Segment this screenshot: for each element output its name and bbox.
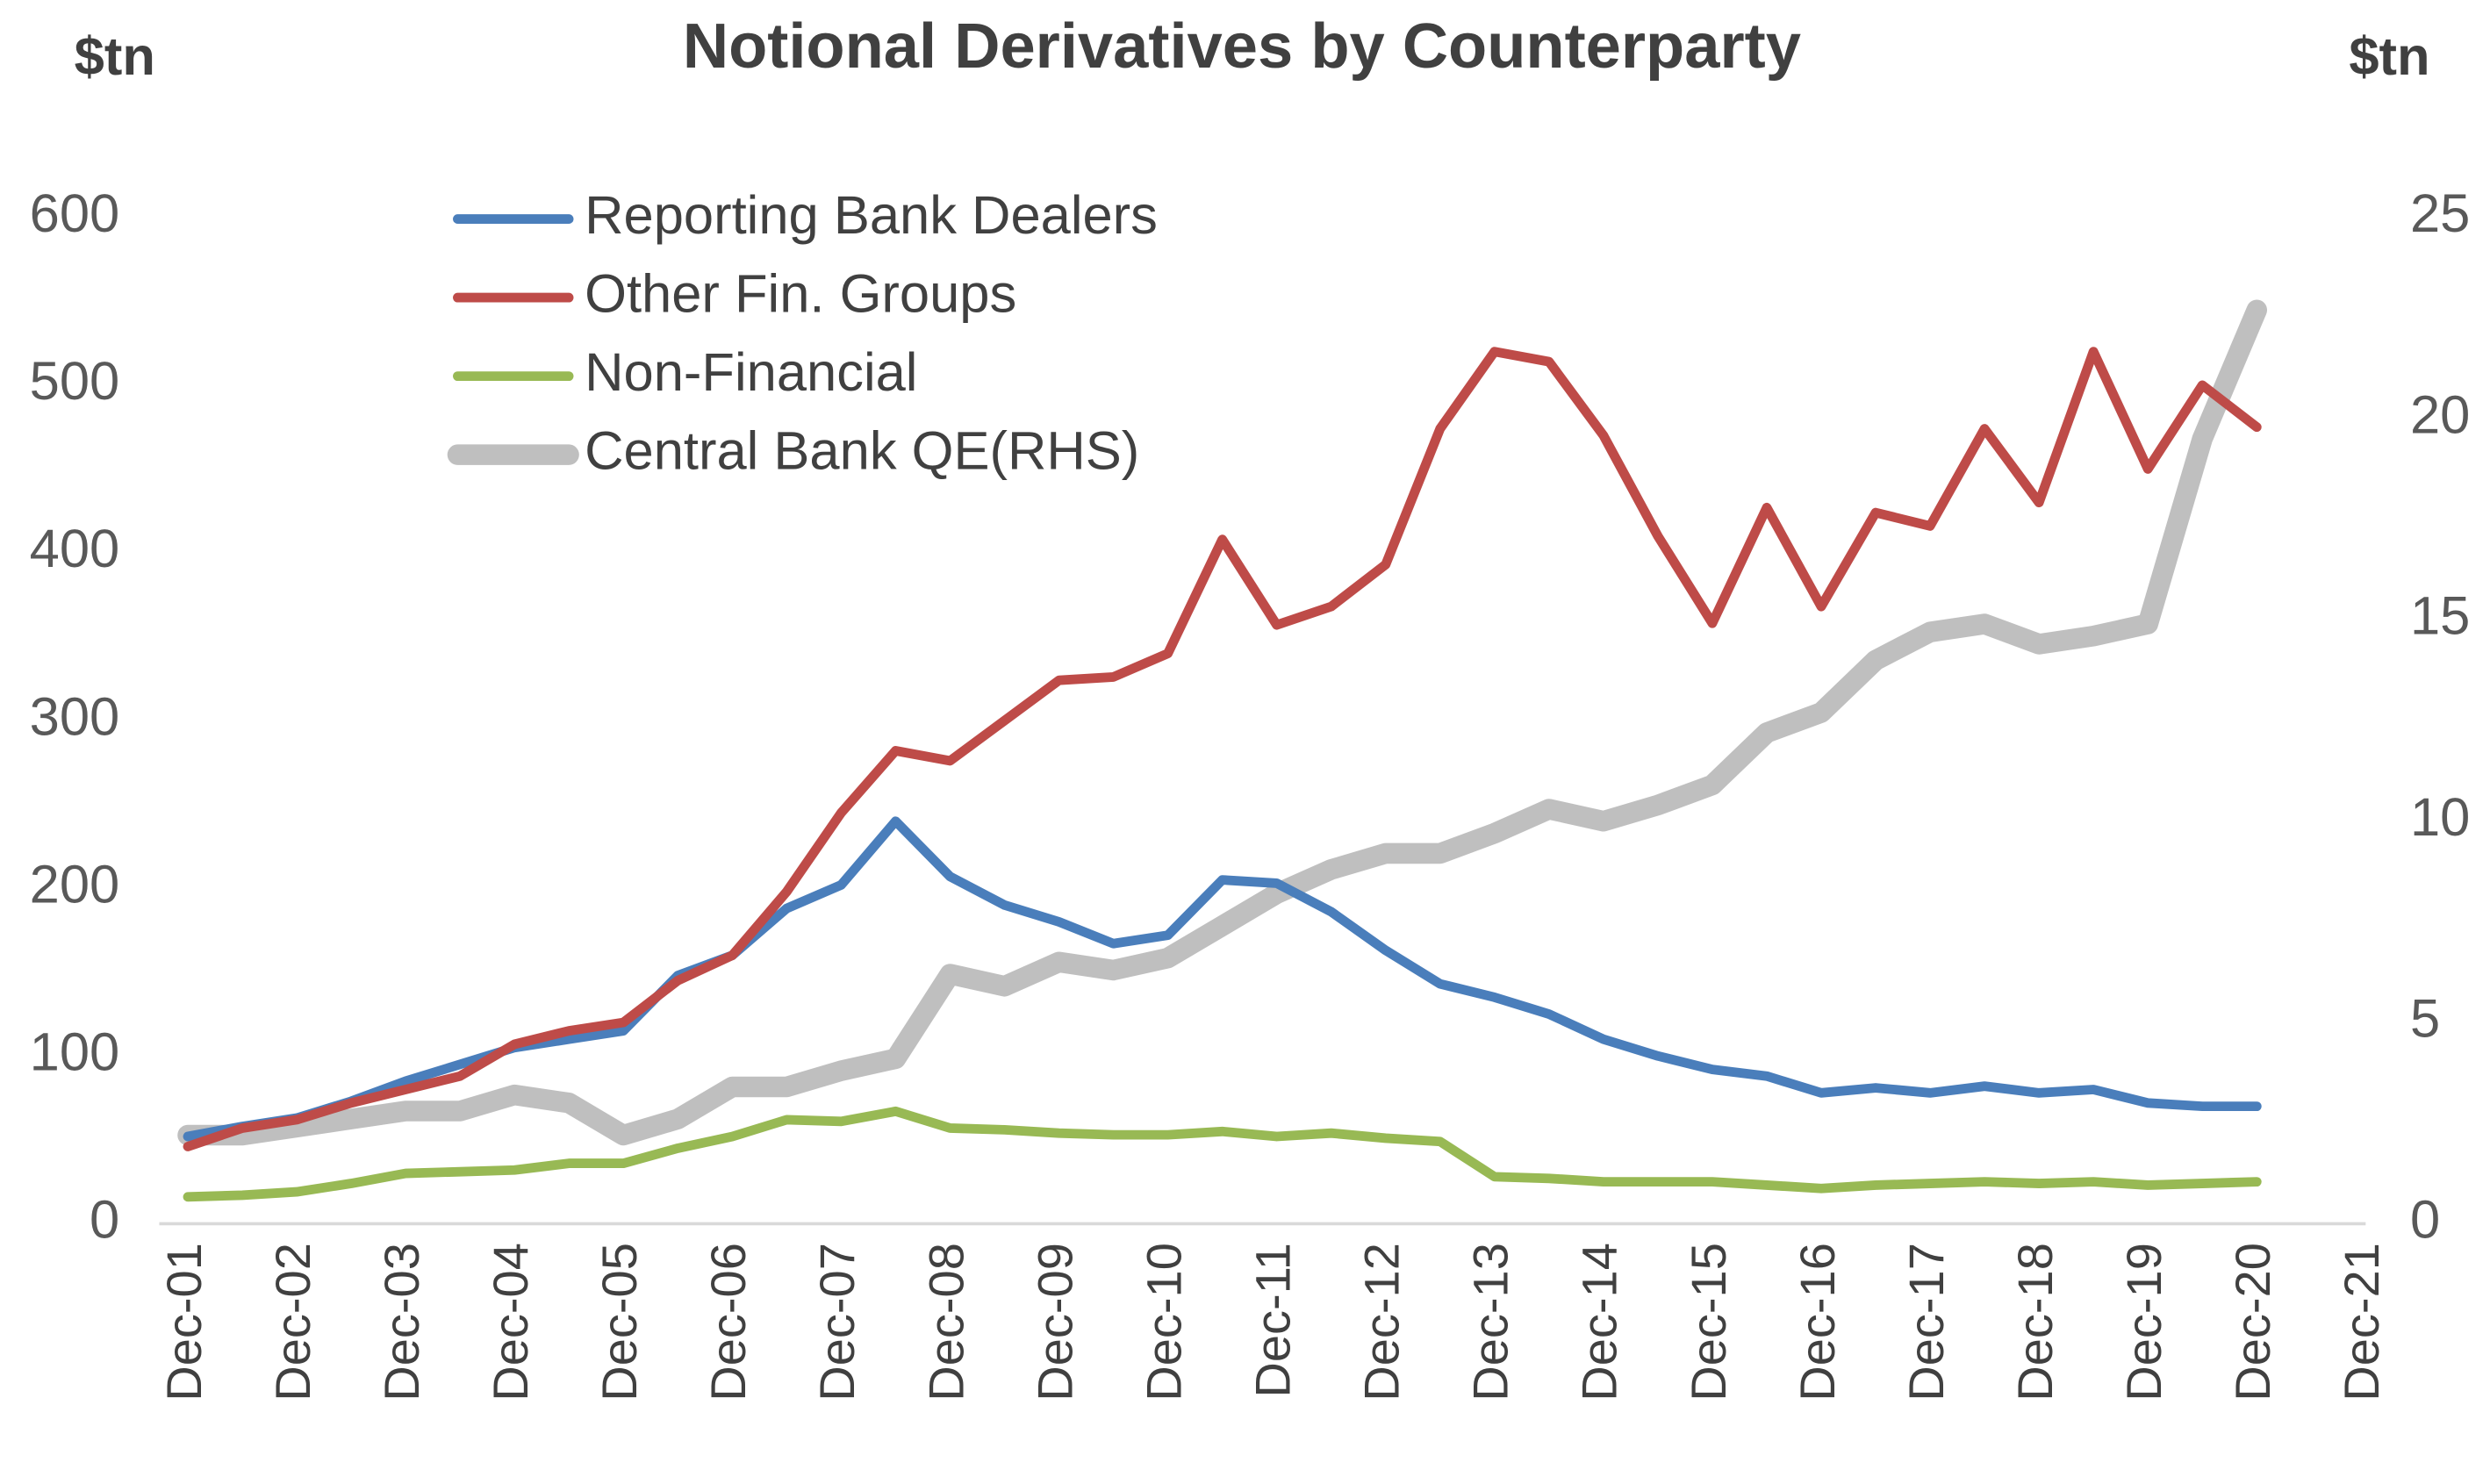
x-tick-label: Dec-14	[1572, 1243, 1627, 1402]
legend-label: Reporting Bank Dealers	[585, 185, 1158, 246]
y2-tick-label: 0	[2410, 1190, 2440, 1251]
x-tick-label: Dec-08	[918, 1243, 973, 1402]
y-tick-label: 300	[30, 686, 120, 747]
y2-tick-label: 20	[2410, 384, 2470, 445]
x-tick-label: Dec-05	[592, 1243, 647, 1402]
x-tick-label: Dec-03	[374, 1243, 429, 1402]
x-tick-label: Dec-01	[156, 1243, 212, 1402]
x-tick-label: Dec-12	[1354, 1243, 1410, 1402]
legend-label: Central Bank QE(RHS)	[585, 420, 1139, 481]
y-axis-label: $tn	[75, 26, 155, 87]
y-tick-label: 500	[30, 351, 120, 412]
y-tick-label: 200	[30, 854, 120, 914]
x-tick-label: Dec-13	[1463, 1243, 1518, 1402]
x-tick-label: Dec-15	[1681, 1243, 1736, 1402]
chart-title: Notional Derivatives by Counterparty	[683, 11, 1801, 82]
x-tick-label: Dec-02	[265, 1243, 320, 1402]
x-tick-label: Dec-11	[1245, 1243, 1300, 1398]
x-tick-label: Dec-21	[2334, 1243, 2389, 1402]
x-tick-label: Dec-04	[483, 1243, 538, 1402]
legend-label: Non-Financial	[585, 342, 917, 403]
x-tick-label: Dec-18	[2007, 1243, 2063, 1402]
y2-tick-label: 15	[2410, 586, 2470, 647]
y2-tick-label: 25	[2410, 183, 2470, 244]
x-tick-label: Dec-16	[1790, 1243, 1845, 1402]
y-tick-label: 600	[30, 183, 120, 244]
y2-tick-label: 10	[2410, 787, 2470, 848]
x-tick-label: Dec-20	[2225, 1243, 2280, 1402]
series-line	[183, 816, 2262, 1142]
x-tick-label: Dec-09	[1027, 1243, 1082, 1402]
x-tick-label: Dec-10	[1136, 1243, 1191, 1402]
y-tick-label: 100	[30, 1022, 120, 1083]
y-tick-label: 400	[30, 519, 120, 579]
x-tick-label: Dec-19	[2116, 1243, 2171, 1402]
series-line	[183, 347, 2262, 1151]
series-line	[183, 1106, 2262, 1202]
x-tick-label: Dec-17	[1898, 1243, 1954, 1402]
x-tick-label: Dec-06	[700, 1243, 756, 1402]
x-tick-label: Dec-07	[809, 1243, 865, 1402]
y2-axis-label: $tn	[2349, 26, 2429, 87]
y-tick-label: 0	[90, 1190, 119, 1251]
y2-tick-label: 5	[2410, 988, 2440, 1049]
series-line	[177, 299, 2268, 1146]
legend-label: Other Fin. Groups	[585, 263, 1016, 324]
